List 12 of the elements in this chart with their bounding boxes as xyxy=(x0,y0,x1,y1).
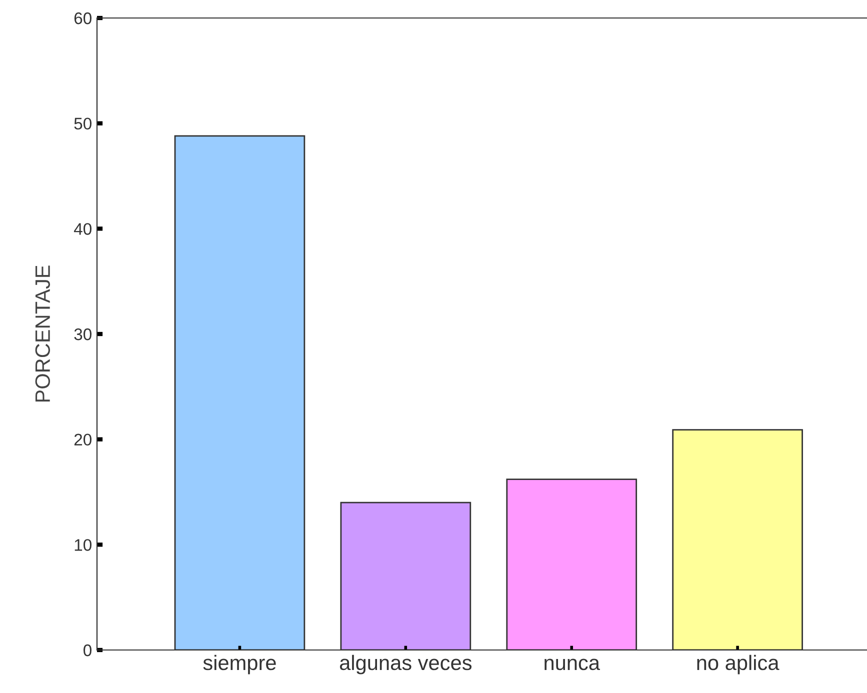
x-tick-label: siempre xyxy=(203,654,276,674)
y-tick-label: 50 xyxy=(74,118,92,130)
y-tick-label: 0 xyxy=(84,644,92,656)
y-tick-label: 60 xyxy=(74,12,92,24)
y-axis-title: PORCENTAJE xyxy=(35,266,50,402)
y-tick-label: 30 xyxy=(74,328,92,340)
y-tick-label: 20 xyxy=(74,434,92,446)
x-tick-label: nunca xyxy=(544,658,600,670)
x-tick-label: no aplica xyxy=(697,654,780,674)
y-tick-label: 40 xyxy=(74,223,92,235)
x-tick-label: algunas veces xyxy=(340,654,472,674)
y-tick-label: 10 xyxy=(74,539,92,551)
